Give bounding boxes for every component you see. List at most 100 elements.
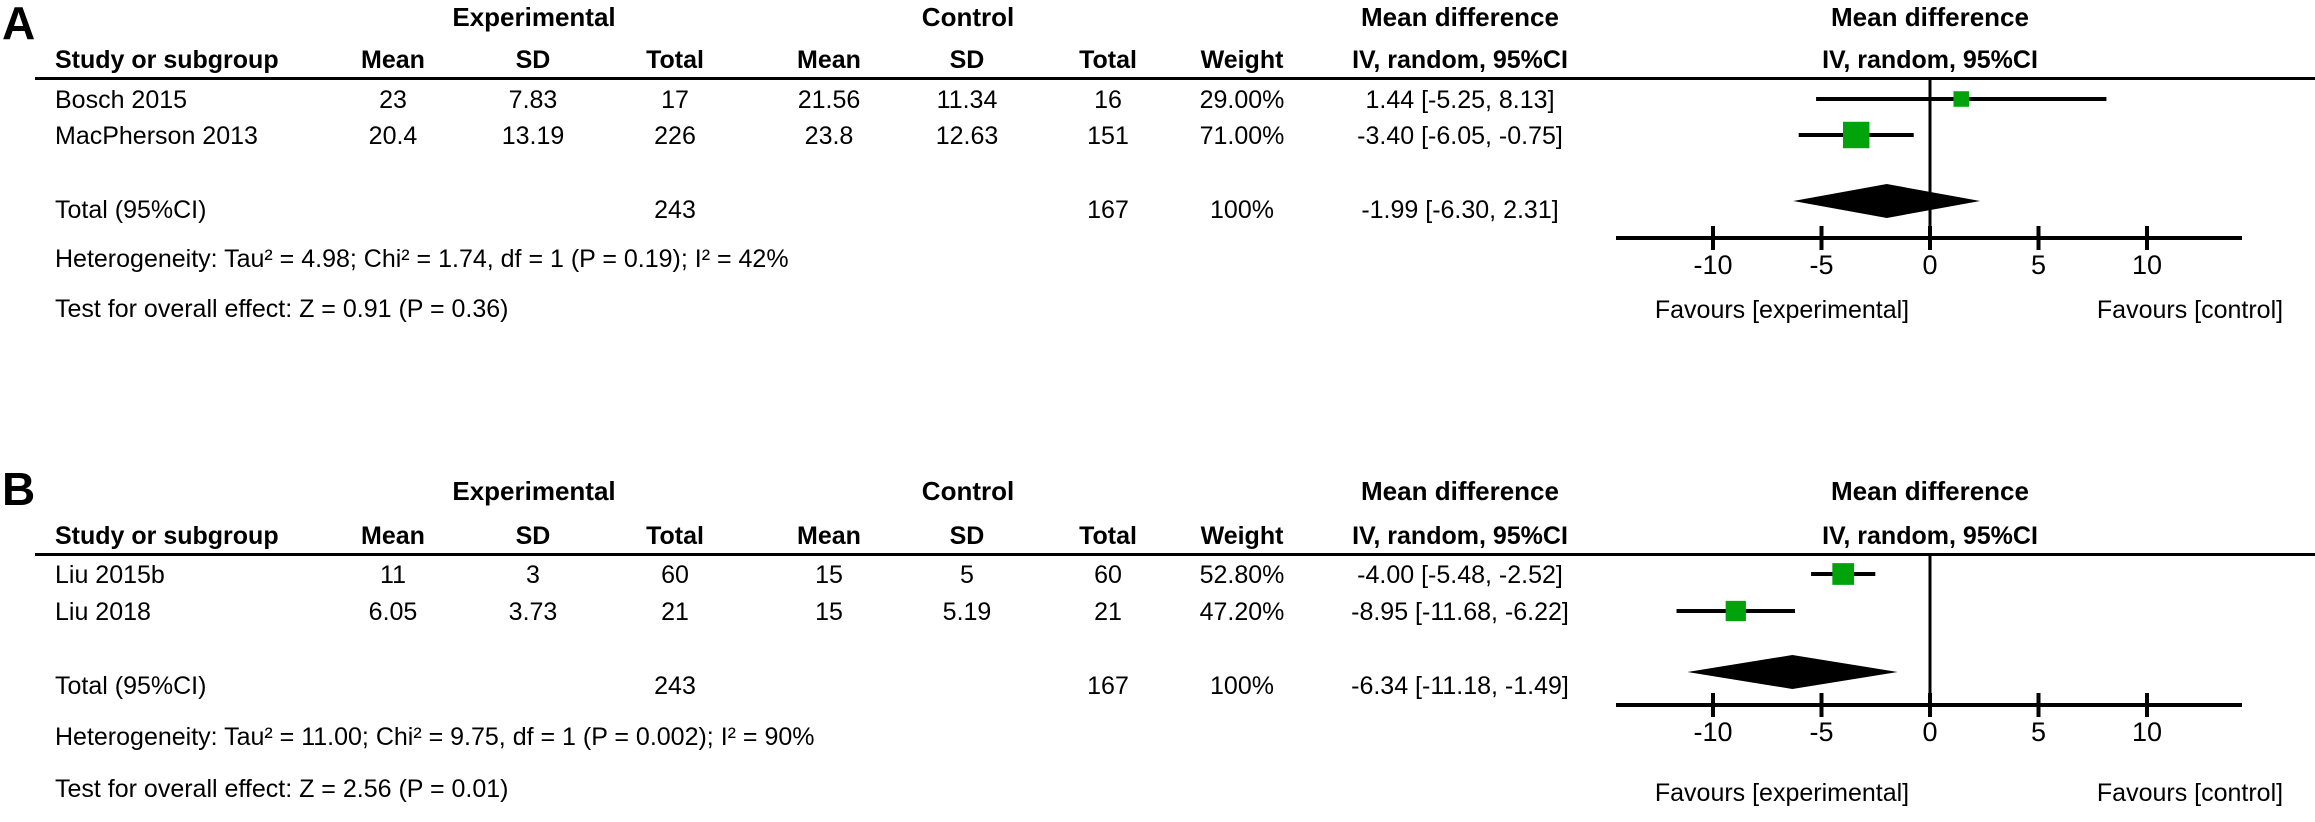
cell-ctrl-total: 16 [1094,86,1122,114]
total-md-ci: -6.34 [-11.18, -1.49] [1351,672,1569,700]
overall-effect-text: Test for overall effect: Z = 0.91 (P = 0… [55,295,509,323]
cell-ctrl-sd: 12.63 [935,122,999,150]
favours-right-label: Favours [control] [2096,296,2284,324]
group-header-control: Control [921,2,1015,32]
favours-right-label: Favours [control] [2096,779,2284,807]
total-md-ci: -1.99 [-6.30, 2.31] [1361,196,1559,224]
col-header-exp-mean: Mean [361,522,425,550]
col-header-weight: Weight [1200,522,1284,550]
panel-b-label: B [2,463,36,515]
cell-md-ci: -4.00 [-5.48, -2.52] [1357,561,1563,589]
cell-exp-total: 21 [661,598,689,626]
cell-exp-total: 60 [661,561,689,589]
study-name: MacPherson 2013 [55,122,258,150]
group-header-experimental: Experimental [452,476,616,506]
col-header-ctrl-total: Total [1079,522,1137,550]
cell-ctrl-total: 60 [1094,561,1122,589]
overall-effect-text: Test for overall effect: Z = 2.56 (P = 0… [55,775,509,803]
tick-label: 10 [2132,250,2162,280]
col-header-ctrl-mean: Mean [797,46,861,74]
col-header-exp-mean: Mean [361,46,425,74]
col-header-weight: Weight [1200,46,1284,74]
tick-label: 0 [1922,250,1937,280]
col-header-ctrl-sd: SD [949,46,985,74]
cell-ctrl-total: 21 [1094,598,1122,626]
cell-ctrl-mean: 15 [815,561,843,589]
cell-md-ci: -8.95 [-11.68, -6.22] [1351,598,1569,626]
total-ctrl-total: 167 [1087,196,1129,224]
col-header-exp-total: Total [646,522,704,550]
cell-md-ci: -3.40 [-6.05, -0.75] [1357,122,1563,150]
cell-weight: 29.00% [1199,86,1285,114]
cell-exp-total: 17 [661,86,689,114]
col-header-method-plot: IV, random, 95%CI [1822,46,2038,74]
header-rule [35,77,2315,80]
cell-exp-mean: 23 [379,86,407,114]
col-header-study: Study or subgroup [55,522,279,550]
tick-label: -10 [1693,717,1732,747]
header-rule [35,553,2315,556]
tick-label: 5 [2031,250,2046,280]
cell-weight: 71.00% [1199,122,1285,150]
panel-a-label: A [2,0,36,49]
col-header-method-text: IV, random, 95%CI [1352,522,1568,550]
group-header-control: Control [921,476,1015,506]
cell-ctrl-sd: 11.34 [936,86,998,114]
total-weight: 100% [1210,196,1274,224]
favours-left-label: Favours [experimental] [1654,779,1910,807]
heterogeneity-text: Heterogeneity: Tau² = 11.00; Chi² = 9.75… [55,723,815,751]
tick-label: -5 [1809,717,1833,747]
study-name: Bosch 2015 [55,86,188,114]
cell-exp-mean: 20.4 [368,122,418,150]
effect-square [1725,600,1746,622]
col-header-exp-total: Total [646,46,704,74]
group-header-mean-difference-plot: Mean difference [1831,476,2029,506]
cell-ctrl-total: 151 [1087,122,1129,150]
cell-ctrl-mean: 15 [815,598,843,626]
effect-square [1832,563,1855,585]
cell-ctrl-mean: 23.8 [804,122,854,150]
col-header-method-text: IV, random, 95%CI [1352,46,1568,74]
cell-ctrl-sd: 5 [960,561,974,589]
tick-label: 10 [2132,717,2162,747]
group-header-mean-difference-text: Mean difference [1361,476,1559,506]
group-header-experimental: Experimental [452,2,616,32]
col-header-ctrl-total: Total [1079,46,1137,74]
cell-exp-sd: 7.83 [508,86,558,114]
total-label: Total (95%CI) [55,196,207,224]
cell-exp-mean: 11 [380,561,406,589]
cell-exp-total: 226 [654,122,696,150]
total-ctrl-total: 167 [1087,672,1129,700]
cell-exp-sd: 13.19 [501,122,565,150]
cell-weight: 47.20% [1199,598,1285,626]
tick-label: 0 [1922,717,1937,747]
cell-md-ci: 1.44 [-5.25, 8.13] [1365,86,1555,114]
cell-ctrl-mean: 21.56 [797,86,861,114]
total-weight: 100% [1210,672,1274,700]
col-header-ctrl-sd: SD [949,522,985,550]
cell-ctrl-sd: 5.19 [942,598,992,626]
study-name: Liu 2018 [55,598,151,626]
total-label: Total (95%CI) [55,672,207,700]
total-exp-total: 243 [654,672,696,700]
col-header-ctrl-mean: Mean [797,522,861,550]
cell-exp-mean: 6.05 [368,598,418,626]
col-header-study: Study or subgroup [55,46,279,74]
col-header-exp-sd: SD [515,46,551,74]
col-header-exp-sd: SD [515,522,551,550]
cell-weight: 52.80% [1199,561,1285,589]
tick-label: -10 [1693,250,1732,280]
tick-label: 5 [2031,717,2046,747]
effect-square [1953,91,1970,107]
total-exp-total: 243 [654,196,696,224]
study-name: Liu 2015b [55,561,165,589]
tick-label: -5 [1809,250,1833,280]
effect-square [1842,121,1870,149]
group-header-mean-difference-text: Mean difference [1361,2,1559,32]
cell-exp-sd: 3.73 [508,598,558,626]
summary-diamond [1687,655,1898,689]
col-header-method-plot: IV, random, 95%CI [1822,522,2038,550]
group-header-mean-difference-plot: Mean difference [1831,2,2029,32]
